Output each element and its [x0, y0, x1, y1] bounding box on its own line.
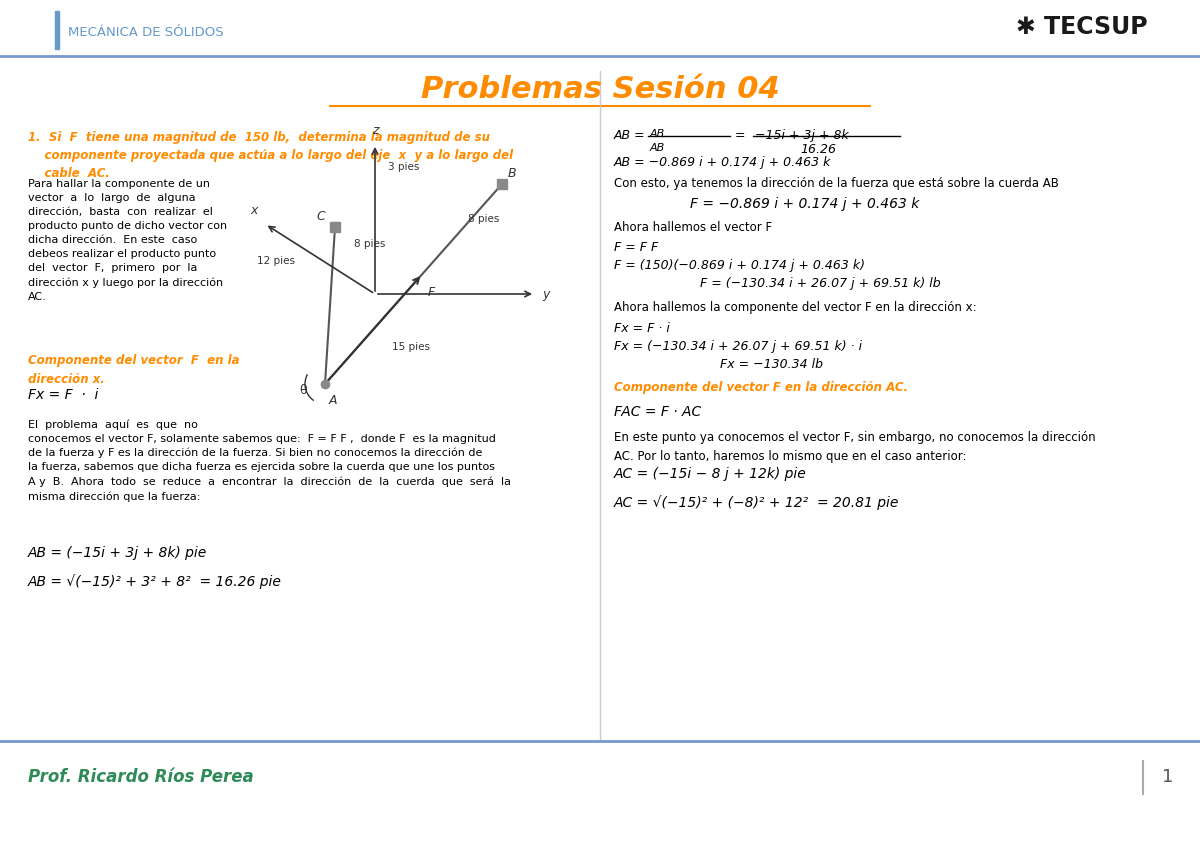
Text: z: z — [372, 124, 378, 137]
Text: En este punto ya conocemos el vector F, sin embargo, no conocemos la dirección
A: En este punto ya conocemos el vector F, … — [614, 431, 1096, 463]
Text: Ahora hallemos el vector F: Ahora hallemos el vector F — [614, 221, 772, 234]
Text: AB = √(−15)² + 3² + 8²  = 16.26 pie: AB = √(−15)² + 3² + 8² = 16.26 pie — [28, 574, 282, 588]
Text: Componente del vector  F  en la
dirección x.: Componente del vector F en la dirección … — [28, 354, 240, 386]
Text: MECÁNICA DE SÓLIDOS: MECÁNICA DE SÓLIDOS — [68, 25, 223, 38]
Text: AB = −0.869 i + 0.174 j + 0.463 k: AB = −0.869 i + 0.174 j + 0.463 k — [614, 156, 832, 169]
Text: Problemas Sesión 04: Problemas Sesión 04 — [421, 75, 779, 104]
Text: 1.  Si  F  tiene una magnitud de  150 lb,  determina la magnitud de su
    compo: 1. Si F tiene una magnitud de 150 lb, de… — [28, 131, 514, 180]
Text: Componente del vector F en la dirección AC.: Componente del vector F en la dirección … — [614, 381, 908, 394]
Text: =: = — [734, 129, 745, 142]
Text: F = (−130.34 i + 26.07 j + 69.51 k) lb: F = (−130.34 i + 26.07 j + 69.51 k) lb — [700, 277, 941, 290]
Text: FAC = F · AC: FAC = F · AC — [614, 405, 701, 419]
Text: F: F — [427, 286, 434, 299]
Text: A: A — [329, 394, 337, 407]
Text: F = F F: F = F F — [614, 241, 659, 254]
Text: B: B — [508, 167, 517, 180]
Text: 8 pies: 8 pies — [354, 239, 385, 249]
Text: 1: 1 — [1163, 768, 1174, 786]
Text: θ: θ — [299, 384, 307, 396]
Text: F = −0.869 i + 0.174 j + 0.463 k: F = −0.869 i + 0.174 j + 0.463 k — [690, 197, 919, 211]
Text: 16.26: 16.26 — [800, 143, 836, 156]
Text: C: C — [317, 210, 325, 223]
Text: AB: AB — [650, 143, 665, 153]
Text: Prof. Ricardo Ríos Perea: Prof. Ricardo Ríos Perea — [28, 768, 253, 786]
Text: 15 pies: 15 pies — [392, 342, 430, 352]
Text: 3 pies: 3 pies — [388, 162, 419, 172]
Text: Fx = −130.34 lb: Fx = −130.34 lb — [720, 358, 823, 371]
Text: 8 pies: 8 pies — [468, 214, 499, 224]
Text: AB =: AB = — [614, 129, 646, 142]
Text: Fx = F  ·  i: Fx = F · i — [28, 388, 98, 402]
Text: Con esto, ya tenemos la dirección de la fuerza que está sobre la cuerda AB: Con esto, ya tenemos la dirección de la … — [614, 177, 1058, 190]
Text: Ahora hallemos la componente del vector F en la dirección x:: Ahora hallemos la componente del vector … — [614, 301, 977, 314]
Text: AB = (−15i + 3j + 8k) pie: AB = (−15i + 3j + 8k) pie — [28, 546, 208, 560]
Text: AB: AB — [650, 129, 665, 139]
Text: −15i + 3j + 8k: −15i + 3j + 8k — [755, 129, 848, 142]
Text: x: x — [251, 204, 258, 217]
Text: y: y — [542, 288, 550, 301]
Text: El  problema  aquí  es  que  no
conocemos el vector F, solamente sabemos que:  F: El problema aquí es que no conocemos el … — [28, 419, 511, 502]
Text: Fx = (−130.34 i + 26.07 j + 69.51 k) · i: Fx = (−130.34 i + 26.07 j + 69.51 k) · i — [614, 340, 862, 353]
Text: F = (150)(−0.869 i + 0.174 j + 0.463 k): F = (150)(−0.869 i + 0.174 j + 0.463 k) — [614, 259, 865, 272]
Text: Fx = F · i: Fx = F · i — [614, 322, 670, 335]
Text: Para hallar la componente de un
vector  a  lo  largo  de  alguna
dirección,  bas: Para hallar la componente de un vector a… — [28, 179, 227, 301]
Text: AC = √(−15)² + (−8)² + 12²  = 20.81 pie: AC = √(−15)² + (−8)² + 12² = 20.81 pie — [614, 495, 899, 509]
Text: 12 pies: 12 pies — [257, 256, 295, 266]
Text: AC = (−15i − 8 j + 12k) pie: AC = (−15i − 8 j + 12k) pie — [614, 467, 806, 481]
Bar — [55, 11, 59, 49]
Text: ✱ TECSUP: ✱ TECSUP — [1016, 15, 1148, 39]
